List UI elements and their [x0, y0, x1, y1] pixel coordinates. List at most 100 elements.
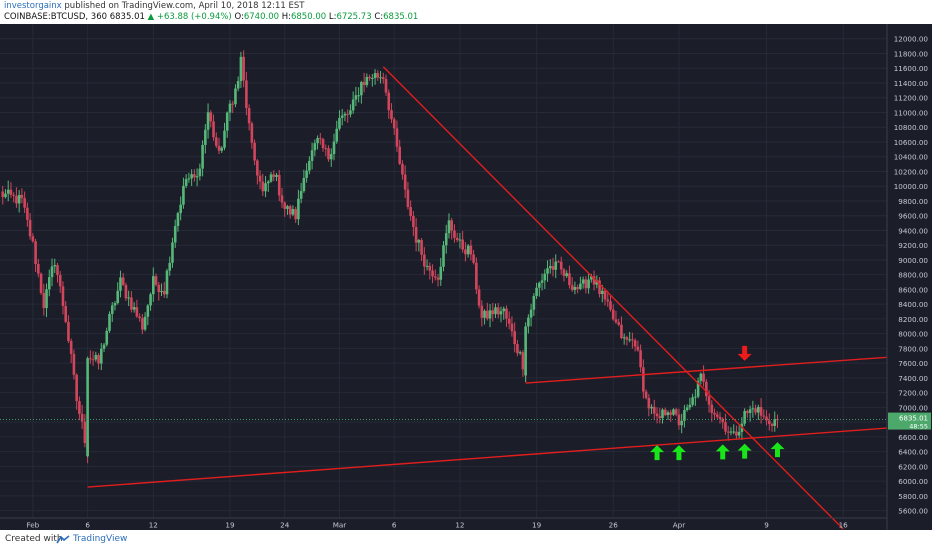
- support-arrow-up-icon: [737, 443, 752, 459]
- price-tick-label: 11200.00: [894, 94, 929, 103]
- candle-body: [737, 431, 741, 436]
- candle-body: [494, 307, 497, 315]
- candle-body: [193, 174, 196, 178]
- candle-body: [551, 266, 555, 270]
- candle-body: [710, 404, 714, 413]
- candle-body: [277, 174, 281, 196]
- candle-body: [67, 321, 70, 341]
- candle-body: [759, 406, 763, 416]
- candle-body: [425, 265, 429, 267]
- resistance-arrow-down-icon: [737, 345, 752, 361]
- candle-body: [636, 346, 640, 351]
- candle-body: [674, 409, 678, 415]
- candle-body: [590, 276, 593, 280]
- candle-body: [417, 240, 421, 243]
- candle-body: [568, 273, 571, 286]
- candle-body: [187, 178, 191, 180]
- candle-body: [538, 282, 541, 288]
- candle-body: [751, 408, 755, 410]
- candle-body: [477, 289, 481, 306]
- candle-body: [548, 266, 552, 269]
- candle-body: [705, 381, 708, 397]
- candle-body: [628, 339, 631, 341]
- candle-body: [573, 287, 577, 290]
- price-tick-label: 10400.00: [894, 153, 929, 162]
- candle-body: [529, 309, 533, 318]
- candle-body: [75, 374, 78, 402]
- price-tick-label: 6200.00: [898, 462, 928, 471]
- candle-body: [127, 297, 130, 299]
- candle-body: [767, 420, 771, 424]
- candle-body: [642, 367, 645, 392]
- candle-body: [609, 301, 612, 310]
- candle-body: [392, 119, 396, 129]
- candle-body: [329, 154, 333, 160]
- candle-body: [53, 265, 57, 267]
- candle-body: [346, 113, 349, 115]
- candle-body: [335, 128, 339, 142]
- price-tick-label: 7400.00: [898, 374, 928, 383]
- candle-body: [247, 107, 251, 124]
- candle-body: [524, 326, 527, 376]
- candle-body: [110, 305, 114, 314]
- candle-body: [165, 270, 169, 295]
- support-arrow-up-icon: [715, 444, 730, 460]
- candle-body: [499, 311, 503, 315]
- candle-body: [423, 254, 426, 267]
- candle-body: [368, 76, 371, 79]
- ohlc-line: COINBASE:BTCUSD, 360 6835.01 ▲ +63.88 (+…: [4, 12, 418, 23]
- candle-body: [406, 189, 410, 208]
- candle-body: [4, 193, 7, 198]
- open-value: 6740.00: [243, 12, 280, 22]
- candle-body: [349, 110, 352, 115]
- time-axis[interactable]: Feb 6 12 19 24 Mar 6 12 19 26 Apr 9 16: [0, 517, 887, 530]
- candle-body: [376, 73, 380, 78]
- candle-body: [327, 148, 330, 160]
- candle-body: [420, 240, 423, 255]
- candle-body: [450, 220, 454, 231]
- candle-body: [253, 142, 256, 161]
- candle-body: [401, 163, 404, 175]
- candles: [1, 50, 779, 464]
- trendline-upper-channel: [525, 356, 888, 384]
- author-link[interactable]: investorgainx: [4, 1, 62, 11]
- candle-body: [371, 77, 374, 79]
- candle-body: [691, 397, 694, 405]
- price-tick-label: 11000.00: [894, 108, 929, 117]
- candle-body: [409, 207, 412, 216]
- candle-body: [647, 397, 651, 409]
- created-with-text: Created with: [5, 534, 63, 544]
- candle-body: [683, 410, 686, 421]
- candle-body: [83, 421, 87, 444]
- candle-body: [179, 204, 182, 214]
- candle-body: [201, 144, 204, 169]
- candle-body: [152, 276, 155, 295]
- candle-body: [461, 239, 464, 250]
- price-axis[interactable]: 5600.00 5800.00 6000.00 6200.00 6400.00 6600.…: [886, 24, 932, 530]
- price-badge-value: 6835.01: [899, 415, 928, 423]
- candle-body: [64, 305, 68, 322]
- candle-body: [603, 290, 607, 300]
- candle-body: [442, 245, 445, 267]
- candle-body: [746, 411, 749, 413]
- tradingview-brand[interactable]: TradingView: [73, 534, 128, 544]
- candle-body: [69, 340, 73, 354]
- price-badge-countdown: 48:55: [909, 423, 928, 431]
- price-tick-label: 12000.00: [894, 35, 929, 44]
- candle-body: [655, 413, 659, 417]
- candle-body: [735, 431, 738, 436]
- price-tick-label: 8800.00: [898, 271, 928, 280]
- candle-body: [132, 307, 136, 310]
- price-tick-label: 9200.00: [898, 241, 928, 250]
- candle-body: [439, 266, 443, 280]
- candle-body: [765, 416, 768, 421]
- annotations: [650, 345, 785, 461]
- candle-body: [384, 78, 388, 93]
- price-chart[interactable]: 5600.00 5800.00 6000.00 6200.00 6400.00 6600.…: [0, 24, 932, 530]
- price-tick-label: 10800.00: [894, 123, 929, 132]
- candle-body: [518, 352, 522, 354]
- candle-body: [138, 316, 141, 319]
- candle-body: [403, 174, 407, 190]
- candle-body: [486, 310, 489, 319]
- published-text: published on TradingView.com, April 10, …: [64, 1, 305, 11]
